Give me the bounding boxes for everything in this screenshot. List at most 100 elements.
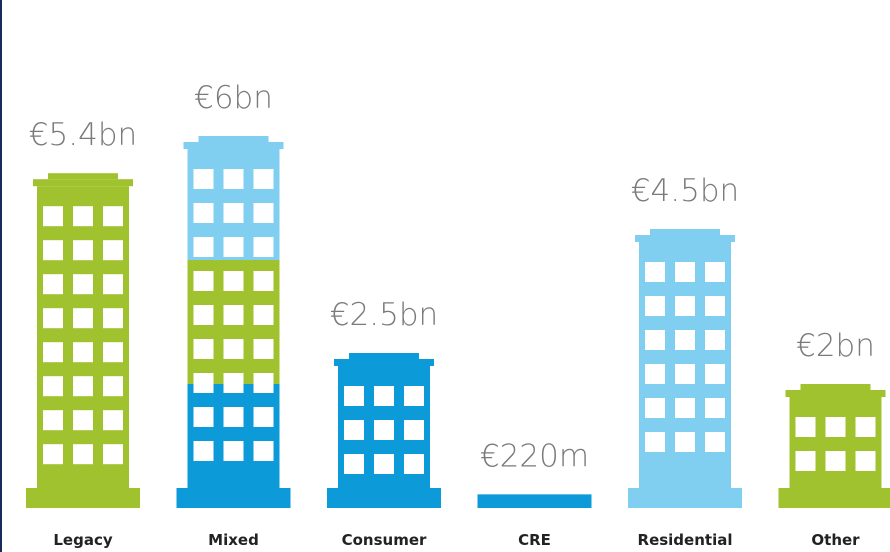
window [43, 342, 63, 362]
window [103, 444, 123, 464]
window [194, 407, 214, 427]
category-label: Residential [638, 531, 733, 549]
window [645, 296, 665, 316]
building-roof [635, 235, 735, 242]
window [224, 271, 244, 291]
window [374, 454, 394, 474]
window [705, 262, 725, 282]
category-label: CRE [518, 531, 551, 549]
window [705, 432, 725, 452]
building-chimney [48, 173, 118, 179]
window [675, 330, 695, 350]
window [194, 237, 214, 257]
window [254, 407, 274, 427]
window [73, 274, 93, 294]
building [478, 494, 592, 508]
window [404, 420, 424, 440]
window [675, 432, 695, 452]
building-roof [334, 359, 434, 366]
building-roof [786, 390, 886, 397]
value-label: €2.5bn [330, 297, 438, 333]
window [796, 451, 816, 471]
window [103, 308, 123, 328]
window [675, 262, 695, 282]
window [374, 386, 394, 406]
window [103, 342, 123, 362]
building [26, 173, 140, 508]
window [254, 373, 274, 393]
window [254, 203, 274, 223]
window [404, 386, 424, 406]
window [705, 330, 725, 350]
window [645, 398, 665, 418]
window [194, 203, 214, 223]
window [705, 364, 725, 384]
building-roof [33, 179, 133, 186]
window [344, 454, 364, 474]
building-chimney [801, 384, 871, 390]
window [103, 206, 123, 226]
value-label: €220m [480, 438, 589, 474]
window [224, 339, 244, 359]
category-label: Consumer [342, 531, 427, 549]
value-label: €6bn [194, 80, 273, 116]
window [645, 364, 665, 384]
window [73, 240, 93, 260]
window [194, 169, 214, 189]
window [796, 417, 816, 437]
window [194, 271, 214, 291]
window [103, 376, 123, 396]
window [73, 342, 93, 362]
window [224, 373, 244, 393]
building-base [628, 488, 742, 508]
window [224, 237, 244, 257]
building-chimney [199, 136, 269, 142]
window [705, 398, 725, 418]
window [675, 296, 695, 316]
building-base [478, 494, 592, 508]
window [374, 420, 394, 440]
category-label: Other [811, 531, 860, 549]
page: {"chart_data": {"type": "bar", "categori… [0, 0, 890, 552]
window [194, 373, 214, 393]
chart: Legacy€5.4bnMixed€6bnConsumer€2.5bnCRE€2… [0, 0, 890, 552]
window [103, 410, 123, 430]
window [73, 410, 93, 430]
window [43, 274, 63, 294]
window [224, 407, 244, 427]
building-chimney [349, 353, 419, 359]
window [224, 305, 244, 325]
window [254, 441, 274, 461]
window [254, 339, 274, 359]
building-base [327, 488, 441, 508]
window [43, 308, 63, 328]
window [645, 432, 665, 452]
window [43, 240, 63, 260]
window [254, 237, 274, 257]
building [327, 353, 441, 508]
value-label: €4.5bn [631, 173, 739, 209]
window [224, 203, 244, 223]
window [254, 169, 274, 189]
window [73, 308, 93, 328]
window [254, 305, 274, 325]
window [224, 441, 244, 461]
window [73, 376, 93, 396]
window [103, 274, 123, 294]
building [779, 384, 890, 508]
window [194, 305, 214, 325]
window [43, 444, 63, 464]
window [73, 206, 93, 226]
window [194, 339, 214, 359]
window [856, 417, 876, 437]
window [826, 417, 846, 437]
category-label: Mixed [208, 531, 259, 549]
building-base [779, 488, 890, 508]
building-chimney [650, 229, 720, 235]
building-base [26, 488, 140, 508]
window [705, 296, 725, 316]
window [43, 410, 63, 430]
window [826, 451, 846, 471]
window [43, 376, 63, 396]
building [628, 229, 742, 508]
